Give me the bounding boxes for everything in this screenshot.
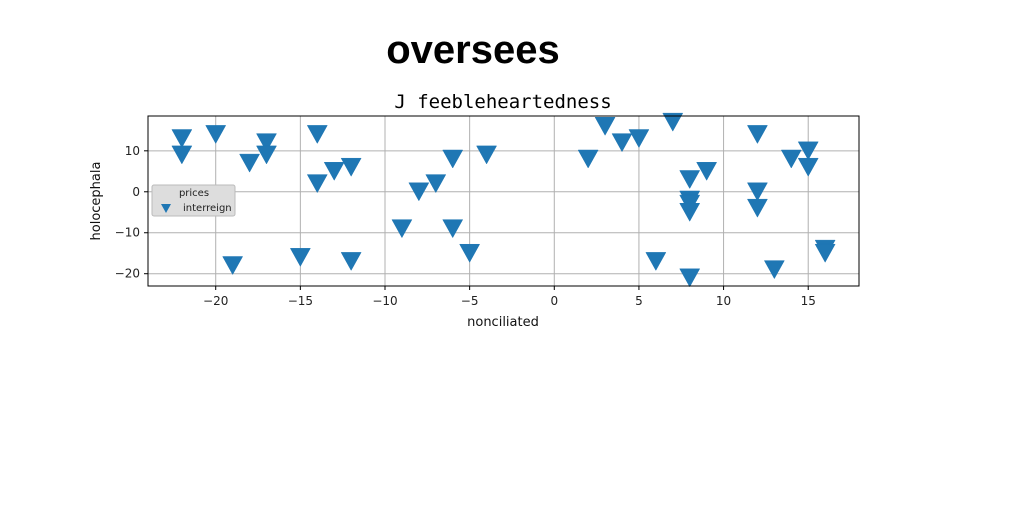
- data-point: [442, 219, 464, 239]
- x-axis-label: nonciliated: [467, 315, 539, 330]
- y-tick-label: 0: [132, 185, 140, 199]
- data-point: [340, 157, 362, 177]
- axis-ticks: −20 −15 −10 −5 0 5 10 15 −20 −10 0 10: [115, 144, 816, 308]
- data-point: [679, 170, 701, 190]
- y-tick-label: −10: [115, 226, 140, 240]
- x-tick-label: 5: [635, 294, 643, 308]
- data-point: [747, 182, 768, 202]
- data-point: [747, 125, 768, 144]
- x-tick-label: 10: [716, 294, 731, 308]
- data-point: [594, 116, 616, 136]
- data-point: [763, 260, 785, 280]
- data-point: [239, 153, 260, 173]
- legend-box: [151, 184, 236, 217]
- x-tick-label: 15: [801, 294, 816, 308]
- data-point: [679, 268, 701, 288]
- data-point: [256, 145, 277, 165]
- x-tick-label: −15: [288, 294, 313, 308]
- data-point: [256, 133, 277, 153]
- data-point: [391, 219, 413, 239]
- data-point: [323, 162, 345, 181]
- data-point: [171, 129, 193, 149]
- data-point: [289, 248, 311, 267]
- data-point: [171, 145, 193, 165]
- data-point: [662, 112, 684, 132]
- data-point: [797, 141, 819, 161]
- y-tick-label: 10: [125, 144, 140, 158]
- chart-title: J feebleheartedness: [394, 91, 611, 113]
- legend-title: prices: [179, 188, 209, 199]
- data-point: [696, 162, 718, 181]
- x-tick-label: −20: [203, 294, 228, 308]
- data-point: [780, 149, 802, 169]
- legend-marker-icon: [161, 204, 171, 213]
- data-point: [306, 125, 328, 144]
- data-point: [577, 149, 599, 169]
- legend: prices interreign: [151, 184, 236, 217]
- x-tick-label: −5: [461, 294, 479, 308]
- x-tick-label: 0: [550, 294, 558, 308]
- data-point: [306, 174, 328, 194]
- data-point: [611, 133, 633, 153]
- data-point: [459, 243, 481, 263]
- data-point: [747, 198, 768, 218]
- data-point: [205, 125, 227, 144]
- data-point: [408, 182, 430, 202]
- data-point: [442, 149, 464, 169]
- data-point: [628, 129, 650, 149]
- data-point: [679, 203, 701, 222]
- data-point: [814, 243, 836, 263]
- legend-label: interreign: [183, 203, 232, 214]
- data-markers: [171, 112, 836, 288]
- data-point: [425, 174, 447, 194]
- plot-frame: [147, 115, 860, 287]
- data-point: [645, 252, 667, 271]
- y-axis-label: holocephala: [89, 162, 104, 241]
- data-point: [797, 157, 819, 177]
- x-tick-label: −10: [372, 294, 397, 308]
- y-tick-label: −20: [115, 267, 140, 281]
- chart-suptitle: oversees: [386, 28, 559, 72]
- data-point: [222, 256, 244, 276]
- data-point: [476, 145, 497, 165]
- data-point: [340, 252, 362, 271]
